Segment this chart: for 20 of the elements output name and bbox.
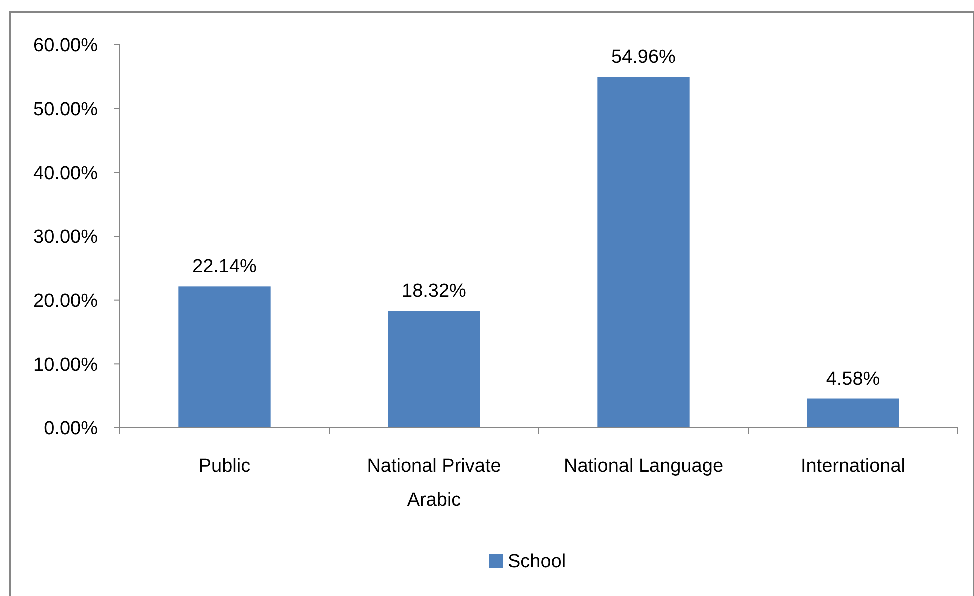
y-tick-label: 20.00%	[34, 290, 98, 312]
y-tick-label: 10.00%	[34, 354, 98, 376]
bar	[388, 311, 480, 428]
y-tick-label: 0.00%	[44, 418, 98, 440]
y-tick-label: 60.00%	[34, 36, 98, 57]
data-label: 4.58%	[826, 368, 880, 390]
x-tick-label: National Language	[564, 456, 724, 477]
bar	[598, 77, 690, 428]
legend-label: School	[508, 552, 566, 573]
bar	[178, 286, 271, 428]
x-tick-label: National Private Arabic	[367, 456, 502, 511]
x-tick-label: International	[800, 456, 906, 477]
y-tick-label: 30.00%	[34, 227, 98, 248]
y-tick-label: 50.00%	[34, 99, 98, 120]
bar	[807, 398, 900, 428]
data-label: 18.32%	[402, 281, 467, 302]
data-label: 22.14%	[192, 256, 258, 278]
x-tick-label: Public	[198, 456, 251, 477]
y-tick-label: 40.00%	[34, 163, 98, 184]
data-label: 54.96%	[612, 47, 676, 68]
